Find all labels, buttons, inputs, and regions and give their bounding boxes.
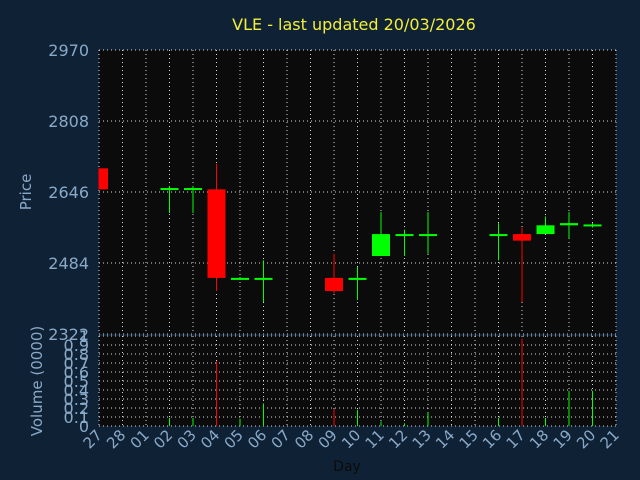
volume-tick-label: 1 [79, 327, 89, 346]
volume-tick-label: 0.4 [64, 381, 89, 400]
x-tick-label: 10 [338, 426, 364, 452]
price-tick-label: 2808 [48, 112, 89, 131]
volume-tick-label: 0.6 [64, 363, 89, 382]
candle-body [325, 277, 343, 292]
x-tick-label: 12 [385, 426, 411, 452]
price-tick-label: 2970 [48, 41, 89, 60]
volume-tick-label: 0.5 [64, 372, 89, 391]
x-tick-label: 01 [127, 426, 153, 452]
candle-body [560, 223, 578, 226]
volume-tick-label: 0.2 [64, 399, 89, 418]
candle-body [583, 224, 602, 227]
candle-body [348, 277, 367, 280]
volume-tick-label: 0 [79, 417, 89, 436]
price-tick-label: 2322 [48, 325, 89, 344]
candle-body [254, 277, 273, 280]
candle-body [99, 168, 108, 190]
x-tick-label: 08 [291, 426, 317, 452]
candle-body [372, 234, 390, 256]
volume-tick-label: 0.8 [64, 345, 89, 364]
x-tick-label: 05 [221, 426, 247, 452]
x-tick-label: 09 [315, 426, 341, 452]
x-tick-label: 14 [432, 426, 458, 452]
x-tick-label: 17 [503, 426, 529, 452]
x-tick-label: 19 [550, 426, 576, 452]
x-tick-label: 15 [456, 426, 482, 452]
x-tick-label: 13 [409, 426, 435, 452]
x-tick-label: 06 [244, 426, 270, 452]
candle-body [395, 234, 414, 237]
volume-tick-label: 0.3 [64, 390, 89, 409]
x-tick-label: 20 [573, 426, 599, 452]
candle-body [184, 188, 202, 191]
x-tick-label: 11 [362, 426, 388, 452]
x-tick-label: 02 [150, 426, 176, 452]
volume-tick-label: 0.7 [64, 354, 89, 373]
x-tick-label: 28 [103, 426, 129, 452]
x-tick-label: 04 [197, 426, 223, 452]
candle-body [231, 277, 249, 280]
candle-body [513, 234, 531, 241]
volume-tick-label: 0.9 [64, 336, 89, 355]
price-axis-label: Price [17, 174, 35, 211]
candles [98, 163, 602, 303]
x-tick-label: 21 [597, 426, 623, 452]
candle-body [536, 225, 555, 235]
volume-axis-label: Volume (0000) [28, 326, 46, 436]
volume-bars [169, 338, 593, 426]
x-tick-label: 18 [526, 426, 552, 452]
candle-body [207, 189, 226, 278]
candle-body [489, 234, 508, 237]
price-tick-label: 2646 [48, 183, 89, 202]
x-axis-label: Day [333, 459, 361, 475]
x-tick-label: 16 [479, 426, 505, 452]
price-tick-label: 2484 [48, 254, 89, 273]
candle-body [160, 188, 179, 191]
volume-tick-label: 0.1 [64, 408, 89, 427]
candle-body [419, 234, 437, 237]
chart-title: VLE - last updated 20/03/2026 [232, 15, 476, 34]
x-tick-label: 07 [268, 426, 294, 452]
x-tick-label: 03 [174, 426, 200, 452]
